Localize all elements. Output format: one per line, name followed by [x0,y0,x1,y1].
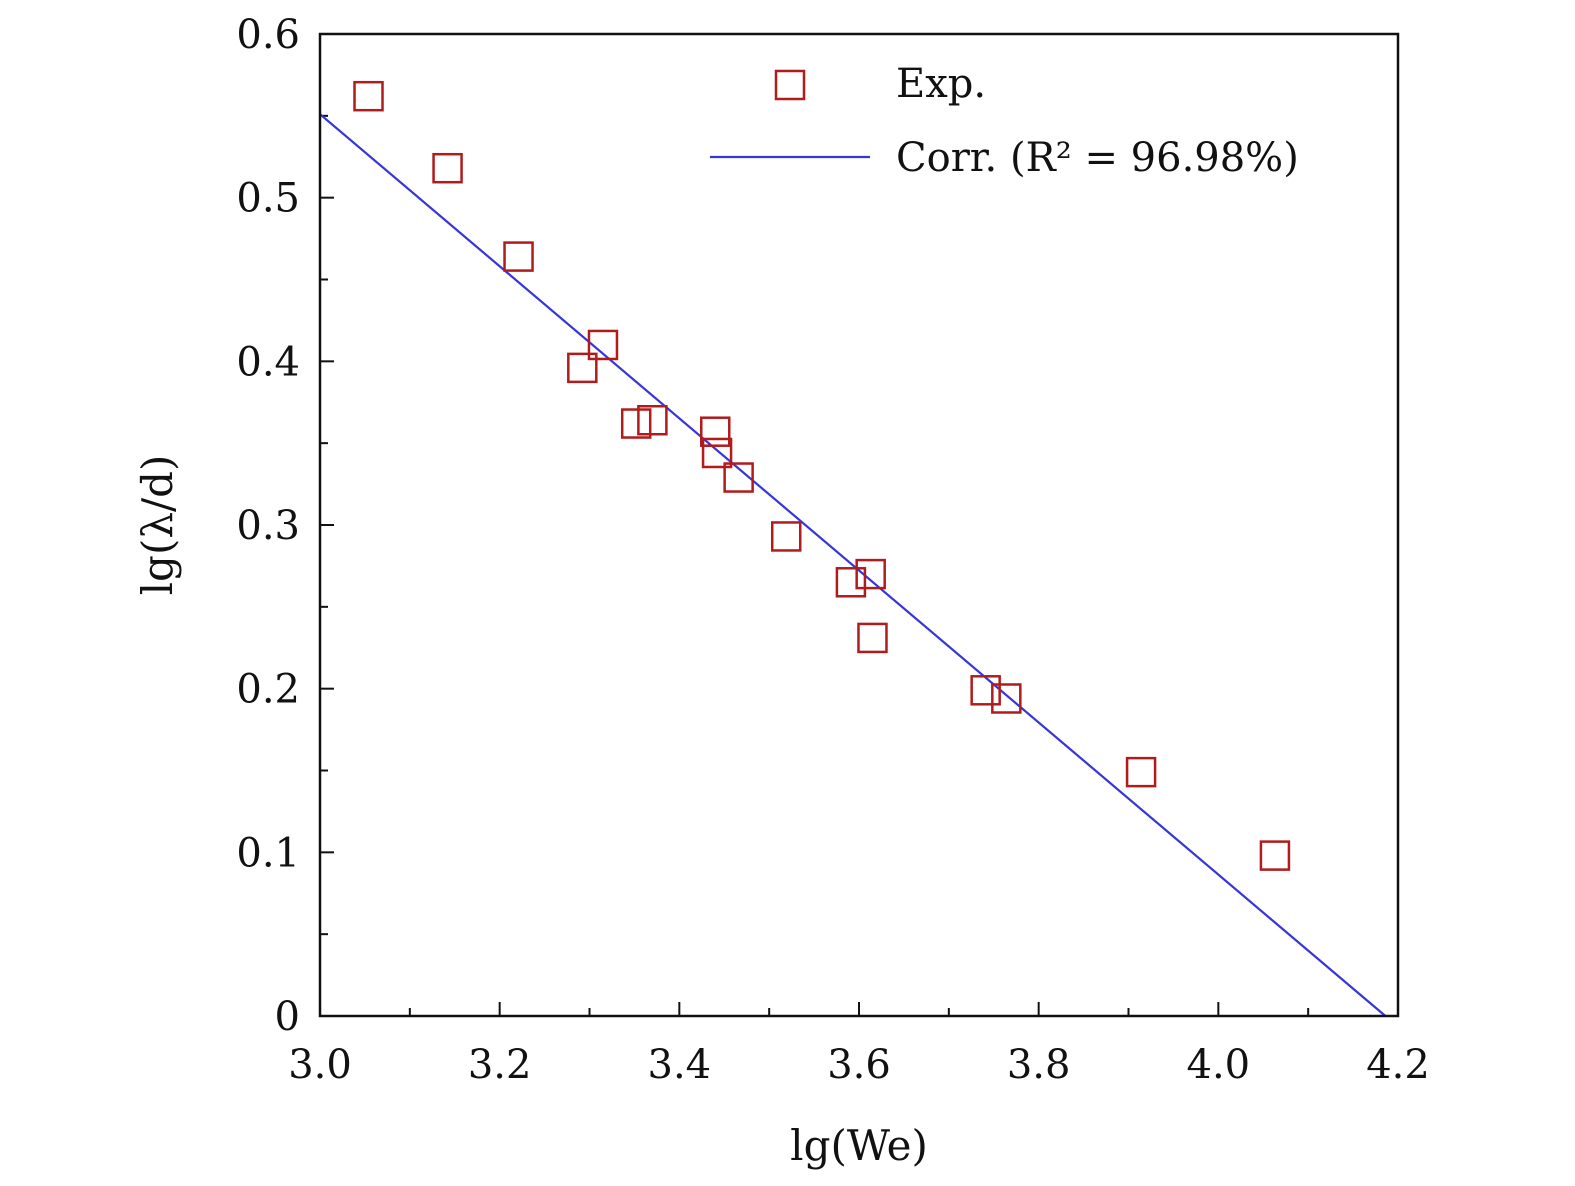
data-point [970,675,1001,706]
data-point [770,521,802,552]
x-tick-label: 3.8 [1007,1042,1071,1088]
data-point [723,462,754,493]
x-tick-label: 3.6 [827,1042,891,1088]
x-tick-label: 3.2 [468,1042,532,1088]
legend: Exp. Corr. (R² = 96.98%) [710,61,1299,181]
minor-ticks [320,114,1310,1016]
legend-label-exp: Exp. [896,61,986,107]
data-point [567,352,598,384]
y-tick-label: 0.6 [236,12,300,58]
y-tick-label: 0.3 [236,503,300,549]
x-tick-label: 3.4 [648,1042,712,1088]
data-point [353,80,384,112]
legend-marker-exp [774,69,806,101]
y-tick-label: 0 [275,994,300,1040]
y-tick-label: 0.4 [236,339,300,385]
data-point [503,241,534,272]
x-tick-label: 4.2 [1366,1042,1430,1088]
correlation-line [319,113,1387,1017]
x-axis-title: lg(We) [790,1121,928,1170]
y-axis-title: lg(λ/d) [133,455,182,596]
y-tick-label: 0.5 [236,176,300,222]
plot-content [319,80,1387,1017]
data-point [855,558,886,590]
data-point [991,683,1022,714]
data-point [835,567,867,598]
tick-labels: 3.0 3.2 3.4 3.6 3.8 4.0 4.2 0 0.1 0.2 0.3 0.4 0.5 0.6 [236,12,1429,1088]
data-point [1259,840,1291,871]
data-point [700,416,731,447]
y-tick-label: 0.2 [236,667,300,713]
data-point [1125,756,1157,788]
major-ticks [319,33,1399,1017]
x-tick-label: 4.0 [1187,1042,1251,1088]
data-point [432,152,463,184]
x-tick-label: 3.0 [288,1042,352,1088]
plot-frame [318,32,1400,1018]
legend-label-corr: Corr. (R² = 96.98%) [896,135,1299,181]
data-point [620,408,652,439]
data-point [587,329,619,361]
data-point [857,622,888,654]
y-tick-label: 0.1 [236,830,300,876]
data-point [637,405,668,436]
data-point [701,437,733,469]
